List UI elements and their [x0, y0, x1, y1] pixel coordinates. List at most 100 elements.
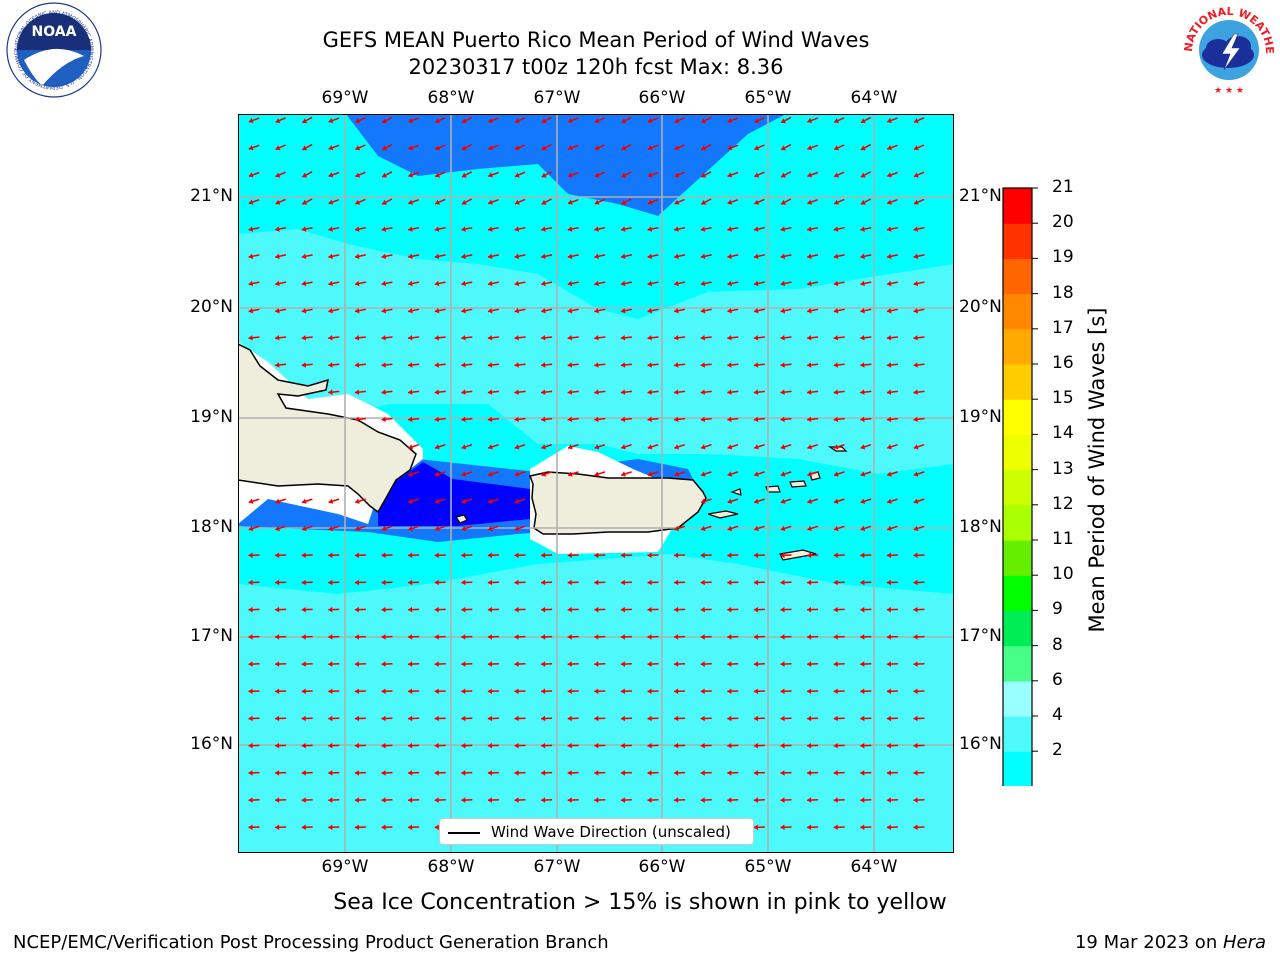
- wind-wave-arrow: [301, 335, 313, 341]
- wind-wave-arrow: [727, 471, 739, 477]
- colorbar-tick-label: 2: [1052, 740, 1063, 761]
- wind-wave-arrow: [833, 253, 845, 260]
- wind-wave-arrow: [301, 362, 313, 368]
- wind-wave-arrow: [886, 117, 898, 124]
- wind-wave-arrow: [807, 579, 819, 586]
- wind-wave-arrow: [807, 634, 819, 640]
- wind-wave-arrow: [700, 253, 712, 260]
- wind-wave-arrow: [674, 606, 686, 613]
- wind-wave-arrow: [594, 171, 606, 178]
- wind-wave-arrow: [487, 226, 499, 232]
- wind-wave-arrow: [275, 117, 286, 124]
- wind-wave-arrow: [434, 198, 446, 205]
- wind-wave-arrow: [594, 280, 606, 287]
- wind-wave-arrow: [354, 253, 366, 260]
- wind-wave-arrow: [567, 552, 579, 559]
- wind-wave-arrow: [541, 116, 552, 124]
- wind-wave-arrow: [647, 606, 659, 613]
- wind-wave-arrow: [461, 715, 473, 722]
- wind-wave-arrow: [700, 770, 712, 776]
- wind-wave-arrow: [541, 443, 553, 450]
- wind-wave-arrow: [780, 606, 792, 613]
- wind-wave-arrow: [487, 171, 499, 178]
- wind-wave-arrow: [753, 661, 765, 667]
- wind-wave-arrow: [541, 308, 553, 314]
- wind-wave-arrow: [567, 416, 579, 423]
- wind-wave-arrow: [780, 742, 792, 749]
- wind-wave-arrow: [833, 552, 845, 559]
- wind-wave-arrow: [354, 362, 366, 368]
- wind-wave-arrow: [381, 226, 393, 232]
- wind-wave-arrow: [275, 688, 287, 695]
- colorbar-tick-label: 21: [1052, 177, 1074, 197]
- wind-wave-arrow: [514, 443, 526, 450]
- wind-wave-arrow: [594, 661, 606, 667]
- longitude-label-bottom: 64°W: [850, 857, 898, 877]
- wind-wave-arrow: [833, 742, 845, 749]
- wind-wave-arrow: [780, 308, 792, 314]
- wind-wave-arrow: [248, 579, 260, 586]
- wind-wave-arrow: [780, 280, 792, 287]
- wind-wave-arrow: [487, 416, 499, 423]
- wind-wave-arrow: [434, 579, 446, 586]
- nws-logo: NATIONAL WEATHER SERVICE ★ ★ ★: [1178, 0, 1276, 97]
- wind-wave-arrow: [355, 171, 366, 178]
- wind-wave-arrow: [727, 171, 739, 178]
- wind-wave-arrow: [620, 226, 632, 232]
- wind-wave-arrow: [461, 253, 473, 260]
- wind-wave-arrow: [328, 280, 340, 287]
- wind-wave-arrow: [833, 280, 845, 287]
- noaa-logo: NOAA NATIONAL OCEANIC AND ATMOSPHERIC AD…: [2, 0, 102, 98]
- wind-wave-arrow: [328, 335, 340, 341]
- wind-wave-arrow: [248, 715, 260, 722]
- longitude-label-top: 66°W: [638, 88, 686, 108]
- wind-wave-arrow: [753, 362, 765, 368]
- wind-wave-arrow: [860, 471, 872, 477]
- wind-wave-arrow: [780, 253, 792, 260]
- wind-wave-arrow: [275, 280, 287, 287]
- svg-text:NOAA: NOAA: [32, 24, 77, 40]
- wind-wave-arrow: [567, 471, 579, 477]
- wind-wave-arrow: [647, 443, 659, 450]
- wind-wave-arrow: [275, 797, 287, 803]
- wind-wave-arrow: [860, 443, 872, 450]
- wind-wave-arrow: [860, 824, 872, 831]
- wind-wave-arrow: [275, 525, 287, 532]
- wind-wave-arrow: [248, 688, 260, 695]
- wind-wave-arrow: [674, 742, 686, 749]
- wind-wave-arrow: [248, 770, 260, 776]
- wind-wave-arrow: [248, 525, 260, 532]
- latitude-label-right: 17°N: [959, 626, 1002, 646]
- wind-wave-arrow: [461, 688, 473, 695]
- wind-wave-arrow: [594, 198, 606, 205]
- wind-wave-arrow: [354, 634, 366, 640]
- wind-wave-arrow: [567, 634, 579, 640]
- wind-wave-arrow: [354, 416, 366, 423]
- wind-wave-arrow: [620, 471, 632, 477]
- wind-wave-arrow: [780, 552, 792, 559]
- longitude-label-top: 65°W: [744, 88, 792, 108]
- wind-wave-arrow: [275, 579, 287, 586]
- wind-wave-arrow: [780, 116, 792, 124]
- wind-wave-arrow: [461, 308, 473, 314]
- wind-wave-arrow: [434, 443, 446, 450]
- land-hispaniola: [238, 343, 417, 514]
- wind-wave-arrow: [301, 634, 313, 640]
- colorbar-tick-label: 20: [1052, 212, 1074, 233]
- wind-wave-arrow: [541, 797, 553, 803]
- wind-wave-arrow: [301, 579, 313, 586]
- wind-wave-arrow: [514, 171, 526, 178]
- wind-wave-arrow: [248, 606, 260, 613]
- colorbar-tick-label: 12: [1052, 493, 1074, 514]
- wind-wave-arrow: [913, 715, 925, 722]
- wind-wave-arrow: [753, 715, 765, 722]
- wind-wave-arrow: [833, 389, 845, 395]
- wind-wave-arrow: [408, 308, 420, 314]
- wind-wave-arrow: [461, 198, 473, 205]
- wind-wave-arrow: [833, 661, 845, 667]
- wind-wave-arrow: [514, 770, 526, 776]
- wind-wave-arrow: [408, 742, 420, 749]
- wind-wave-arrow: [301, 606, 313, 613]
- wind-wave-arrow: [328, 770, 340, 776]
- wind-wave-arrow: [461, 171, 473, 178]
